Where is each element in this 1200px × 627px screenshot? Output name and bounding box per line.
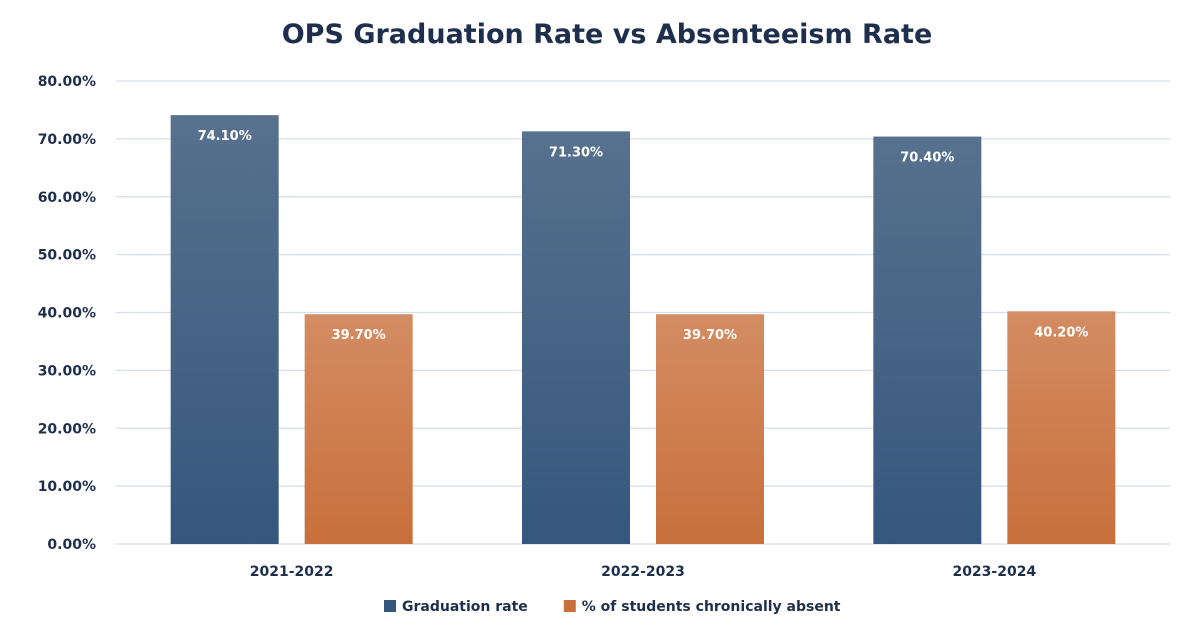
x-category-label: 2023-2024 [952, 564, 1036, 580]
data-label-absent-2023-2024: 40.20% [1034, 325, 1088, 340]
bar-absent-2021-2022 [304, 314, 413, 544]
bar-absent-2023-2024 [1007, 311, 1116, 544]
gridlines [116, 80, 1170, 545]
legend-swatch-graduation [384, 600, 396, 612]
y-tick-label: 10.00% [38, 479, 96, 495]
y-tick-label: 0.00% [47, 537, 96, 553]
data-label-absent-2021-2022: 39.70% [332, 328, 386, 343]
legend-label-absent: % of students chronically absent [582, 599, 841, 615]
bars [170, 115, 1116, 545]
bar-graduation-2023-2024 [873, 136, 982, 544]
bar-graduation-2022-2023 [522, 131, 630, 544]
y-tick-label: 20.00% [38, 421, 96, 437]
legend-swatch-absent [563, 600, 576, 612]
x-axis-category-labels: 2021-2022 2022-2023 2023-2024 [250, 564, 1037, 580]
x-category-label: 2021-2022 [250, 564, 334, 580]
y-tick-label: 80.00% [38, 74, 96, 90]
data-label-absent-2022-2023: 39.70% [683, 328, 737, 343]
data-labels: 74.10% 39.70% 71.30% 39.70% 70.40% 40.20% [198, 129, 1089, 343]
y-axis-tick-labels: 0.00% 10.00% 20.00% 30.00% 40.00% 50.00% 60.00… [38, 74, 96, 553]
y-tick-label: 60.00% [38, 190, 96, 206]
legend: Graduation rate % of students chronically… [384, 599, 841, 615]
y-tick-label: 30.00% [38, 363, 96, 379]
y-tick-label: 40.00% [38, 306, 96, 322]
x-category-label: 2022-2023 [601, 564, 685, 580]
y-tick-label: 50.00% [38, 248, 96, 264]
bar-absent-2022-2023 [656, 314, 764, 544]
data-label-graduation-2021-2022: 74.10% [198, 129, 252, 144]
data-label-graduation-2023-2024: 70.40% [900, 151, 954, 166]
bar-graduation-2021-2022 [170, 115, 279, 545]
y-tick-label: 70.00% [38, 132, 96, 148]
chart-title: OPS Graduation Rate vs Absenteeism Rate [282, 19, 933, 50]
data-label-graduation-2022-2023: 71.30% [549, 145, 603, 160]
legend-label-graduation: Graduation rate [402, 599, 528, 615]
